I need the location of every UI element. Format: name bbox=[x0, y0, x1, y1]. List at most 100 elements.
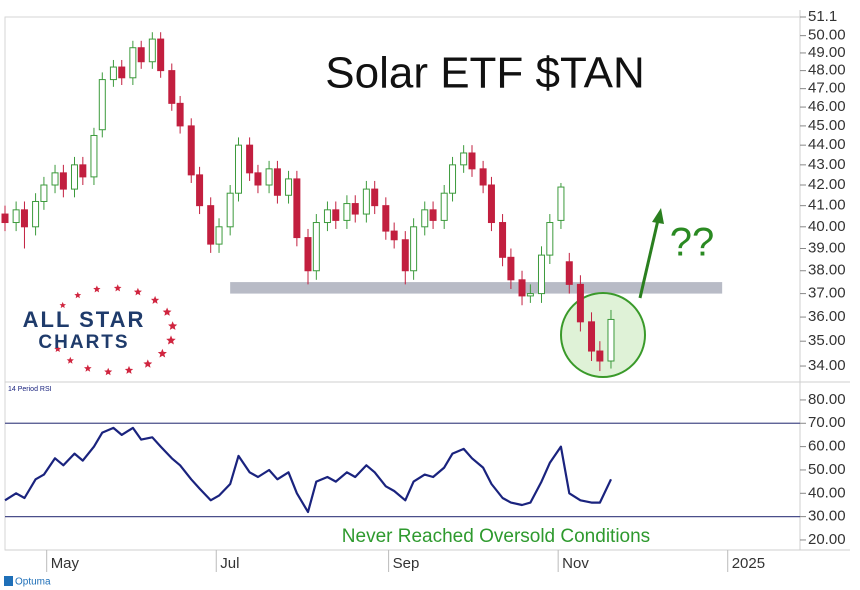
candle-body bbox=[40, 184, 48, 202]
y-tick-label: 38.00 bbox=[808, 262, 846, 279]
footer-icon bbox=[4, 576, 13, 586]
candle-body bbox=[187, 125, 195, 176]
annotation: ?? bbox=[670, 221, 715, 265]
candle-body bbox=[499, 222, 507, 258]
logo-star bbox=[93, 285, 101, 293]
y-tick-label: 20.00 bbox=[808, 531, 846, 548]
footer: Optuma bbox=[15, 577, 51, 588]
logo-star bbox=[124, 365, 134, 374]
candle-body bbox=[215, 226, 223, 245]
candle-body bbox=[565, 261, 573, 285]
candle-body bbox=[537, 254, 545, 295]
candle-body bbox=[265, 168, 273, 186]
candle-body bbox=[157, 38, 165, 72]
y-tick-label: 47.00 bbox=[808, 80, 846, 97]
logo-stars bbox=[54, 284, 178, 376]
y-tick-label: 36.00 bbox=[808, 308, 846, 325]
candle-body bbox=[254, 172, 262, 186]
candle-body bbox=[390, 230, 398, 241]
candle-body bbox=[196, 174, 204, 207]
logo-star bbox=[157, 348, 167, 358]
candle-body bbox=[129, 47, 137, 79]
y-tick-label: 80.00 bbox=[808, 391, 846, 408]
logo-star bbox=[133, 287, 142, 296]
candle-body bbox=[596, 350, 604, 362]
candle-body bbox=[429, 209, 437, 221]
candle-body bbox=[285, 178, 293, 196]
x-tick-label: Nov bbox=[562, 555, 589, 572]
y-tick-label: 50.00 bbox=[808, 27, 846, 44]
candle-body bbox=[440, 192, 448, 221]
candle-body bbox=[109, 66, 117, 81]
candle-body bbox=[479, 168, 487, 186]
candle-body bbox=[362, 188, 370, 215]
y-tick-label: 43.00 bbox=[808, 156, 846, 173]
candle-body bbox=[410, 226, 418, 272]
candle-body bbox=[487, 184, 495, 224]
y-tick-label: 34.00 bbox=[808, 357, 846, 374]
y-tick-label: 39.00 bbox=[808, 239, 846, 256]
logo-star bbox=[150, 295, 160, 304]
candle-body bbox=[449, 164, 457, 194]
candle-body bbox=[59, 172, 67, 190]
candle-body bbox=[351, 203, 359, 215]
logo-star bbox=[168, 321, 178, 330]
y-tick-label: 42.00 bbox=[808, 176, 846, 193]
y-tick-label: 35.00 bbox=[808, 332, 846, 349]
candle-body bbox=[20, 209, 28, 228]
candle-body bbox=[148, 38, 156, 63]
logo-star bbox=[84, 364, 92, 372]
y-tick-label: 50.00 bbox=[808, 461, 846, 478]
rsi-line bbox=[4, 426, 612, 514]
y-tick-label: 41.00 bbox=[808, 197, 846, 214]
logo-star bbox=[54, 345, 62, 352]
candle-body bbox=[588, 321, 596, 352]
candle-body bbox=[323, 209, 331, 224]
logo-star bbox=[143, 359, 153, 368]
candle-body bbox=[526, 293, 534, 297]
candle-body bbox=[176, 102, 184, 127]
candle-body bbox=[79, 164, 87, 178]
candle-body bbox=[607, 318, 615, 362]
candle-body bbox=[32, 200, 40, 228]
y-tick-label: 30.00 bbox=[808, 508, 846, 525]
logo-star bbox=[104, 367, 113, 376]
y-tick-label: 49.00 bbox=[808, 44, 846, 61]
logo-star bbox=[74, 291, 82, 299]
candle-body bbox=[557, 186, 565, 221]
logo-text: CHARTS bbox=[38, 332, 129, 353]
x-tick-label: Jul bbox=[220, 555, 239, 572]
x-tick-label: 2025 bbox=[732, 555, 765, 572]
y-tick-label: 51.1 bbox=[808, 8, 837, 25]
candle-body bbox=[293, 178, 301, 239]
logo-star bbox=[162, 307, 172, 316]
y-tick-label: 45.00 bbox=[808, 117, 846, 134]
candle-body bbox=[382, 205, 390, 232]
y-tick-label: 70.00 bbox=[808, 414, 846, 431]
candle-body bbox=[1, 213, 9, 224]
candle-body bbox=[70, 164, 78, 190]
support-zone bbox=[230, 282, 723, 294]
y-tick-label: 44.00 bbox=[808, 136, 846, 153]
highlight-circle bbox=[560, 292, 646, 378]
candle-body bbox=[226, 192, 234, 228]
logo-star bbox=[66, 356, 74, 364]
candle-body bbox=[51, 172, 59, 186]
candle-body bbox=[168, 70, 176, 104]
y-tick-label: 40.00 bbox=[808, 484, 846, 501]
y-tick-label: 60.00 bbox=[808, 438, 846, 455]
candle-body bbox=[468, 152, 476, 170]
zone-layer bbox=[230, 282, 723, 294]
annotation: Never Reached Oversold Conditions bbox=[342, 526, 650, 547]
panel-title: 14 Period RSI bbox=[8, 386, 52, 393]
candle-body bbox=[507, 256, 515, 281]
y-tick-label: 46.00 bbox=[808, 98, 846, 115]
candle-body bbox=[98, 79, 106, 131]
logo-star bbox=[59, 301, 66, 309]
candle-body bbox=[246, 144, 254, 174]
candle-body bbox=[12, 209, 20, 224]
candle-body bbox=[371, 188, 379, 207]
y-tick-label: 48.00 bbox=[808, 62, 846, 79]
